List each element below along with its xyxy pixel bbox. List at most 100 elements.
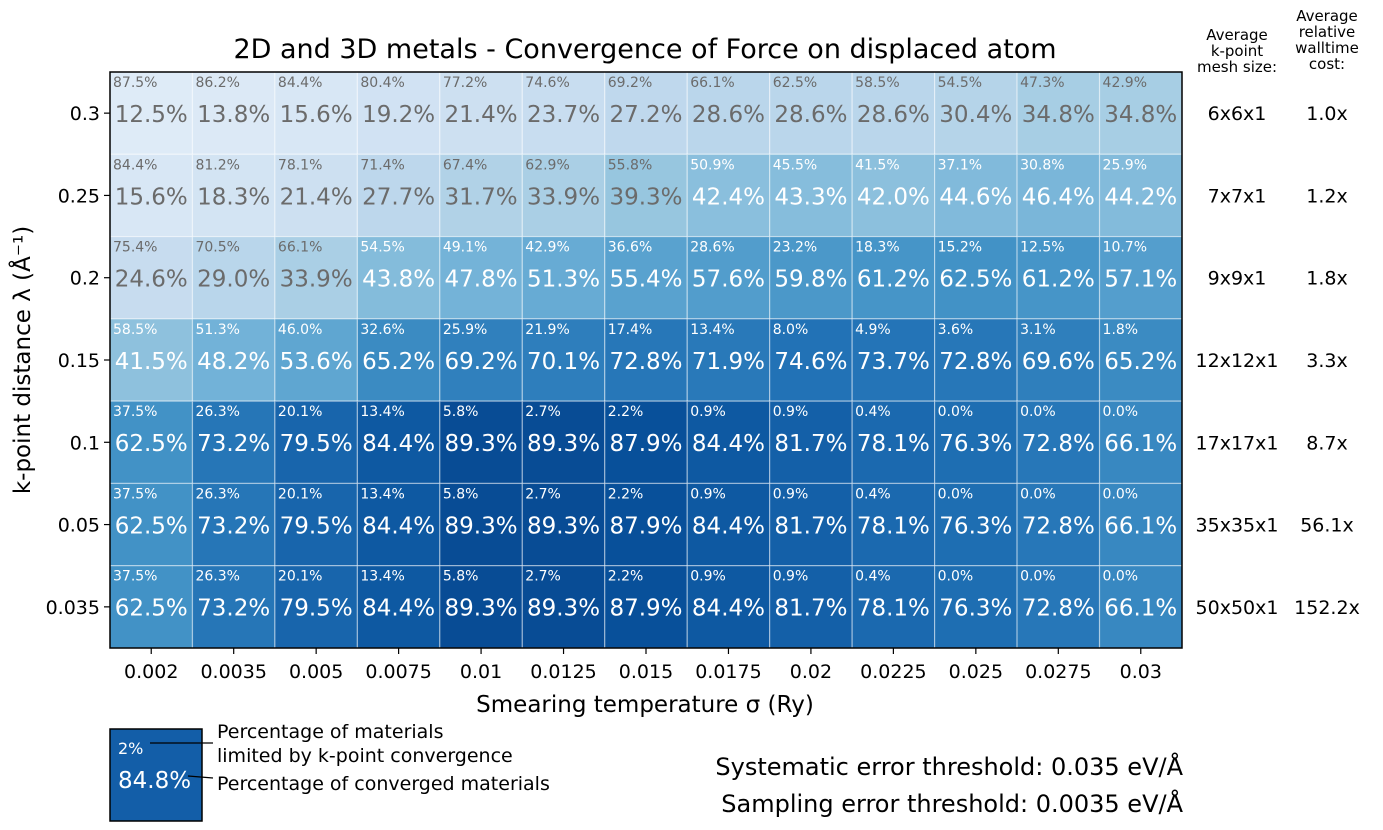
heatmap-cell xyxy=(274,565,358,649)
cell-kpoint-limited-label: 58.5% xyxy=(113,322,157,338)
cell-converged-label: 72.8% xyxy=(1022,431,1095,457)
heatmap-cell xyxy=(934,318,1018,402)
cell-kpoint-limited-label: 0.0% xyxy=(938,404,974,420)
mesh-size-label: 7x7x1 xyxy=(1208,185,1267,207)
heatmap-cell xyxy=(851,235,936,320)
heatmap-cell xyxy=(851,482,936,567)
heatmap-cell xyxy=(934,482,1018,567)
heatmap-cell xyxy=(521,71,606,155)
cell-converged-label: 62.5% xyxy=(115,513,188,539)
cell-converged-label: 74.6% xyxy=(774,349,847,375)
heatmap-cell xyxy=(851,71,936,155)
cell-converged-label: 57.1% xyxy=(1104,267,1177,293)
heatmap-cell xyxy=(769,565,853,649)
cell-converged-label: 76.3% xyxy=(939,596,1012,622)
cell-converged-label: 21.4% xyxy=(280,184,353,210)
cell-converged-label: 24.6% xyxy=(115,267,188,293)
cell-kpoint-limited-label: 0.0% xyxy=(1103,569,1139,585)
cell-kpoint-limited-label: 69.2% xyxy=(608,75,652,91)
cost-header-line: walltime xyxy=(1295,39,1359,57)
walltime-cost-label: 1.0x xyxy=(1306,103,1347,125)
cell-kpoint-limited-label: 13.4% xyxy=(360,569,404,585)
cell-kpoint-limited-label: 5.8% xyxy=(443,569,479,585)
cell-converged-label: 87.9% xyxy=(609,513,682,539)
cell-kpoint-limited-label: 51.3% xyxy=(195,322,239,338)
side-annotations: 6x6x1 1.0x 7x7x1 1.2x 9x9x1 1.8x 12x12x1 3.3x 17… xyxy=(1196,103,1360,619)
x-axis-ticks: 0.002 0.0035 0.005 0.0075 0.01 0.0125 0.015 0.0… xyxy=(124,648,1162,683)
cell-converged-label: 43.3% xyxy=(774,184,847,210)
sampling-threshold: Sampling error threshold: 0.0035 eV/Å xyxy=(721,789,1183,818)
legend-sub-value: 2% xyxy=(118,739,143,758)
walltime-cost-label: 8.7x xyxy=(1306,432,1347,454)
cell-kpoint-limited-label: 1.8% xyxy=(1103,322,1139,338)
cell-converged-label: 28.6% xyxy=(857,102,930,128)
heatmap-cell xyxy=(1016,482,1101,567)
cell-kpoint-limited-label: 8.0% xyxy=(773,322,809,338)
walltime-cost-label: 1.2x xyxy=(1306,185,1347,207)
cell-converged-label: 28.6% xyxy=(692,102,765,128)
cell-converged-label: 69.2% xyxy=(445,349,518,375)
cell-converged-label: 61.2% xyxy=(857,267,930,293)
cell-converged-label: 84.4% xyxy=(692,596,765,622)
cell-kpoint-limited-label: 74.6% xyxy=(525,75,569,91)
x-tick-label: 0.03 xyxy=(1120,661,1162,683)
cell-kpoint-limited-label: 84.4% xyxy=(278,75,322,91)
mesh-size-label: 50x50x1 xyxy=(1196,597,1279,619)
cell-kpoint-limited-label: 77.2% xyxy=(443,75,487,91)
cell-converged-label: 66.1% xyxy=(1104,431,1177,457)
cell-kpoint-limited-label: 2.7% xyxy=(525,486,561,502)
cell-converged-label: 41.5% xyxy=(115,349,188,375)
heatmap-cell xyxy=(851,153,936,238)
cell-converged-label: 81.7% xyxy=(774,596,847,622)
y-tick-label: 0.25 xyxy=(58,185,100,207)
cell-converged-label: 61.2% xyxy=(1022,267,1095,293)
heatmap-cell xyxy=(356,318,441,402)
cell-converged-label: 48.2% xyxy=(197,349,270,375)
cell-kpoint-limited-label: 0.0% xyxy=(938,569,974,585)
cell-converged-label: 33.9% xyxy=(527,184,600,210)
heatmap-cell xyxy=(769,400,853,485)
cell-kpoint-limited-label: 41.5% xyxy=(855,157,899,173)
y-tick-label: 0.15 xyxy=(58,350,100,372)
cell-converged-label: 66.1% xyxy=(1104,596,1177,622)
cell-kpoint-limited-label: 0.9% xyxy=(690,404,726,420)
cell-converged-label: 69.6% xyxy=(1022,349,1095,375)
cell-converged-label: 21.4% xyxy=(445,102,518,128)
cell-converged-label: 62.5% xyxy=(115,431,188,457)
cell-kpoint-limited-label: 55.8% xyxy=(608,157,652,173)
cell-kpoint-limited-label: 86.2% xyxy=(195,75,239,91)
cell-converged-label: 44.6% xyxy=(939,184,1012,210)
cell-converged-label: 84.4% xyxy=(362,596,435,622)
cell-converged-label: 84.4% xyxy=(362,431,435,457)
cell-kpoint-limited-label: 67.4% xyxy=(443,157,487,173)
cell-converged-label: 34.8% xyxy=(1022,102,1095,128)
heatmap-cell xyxy=(191,235,276,320)
mesh-size-label: 6x6x1 xyxy=(1208,103,1267,125)
heatmap-cell xyxy=(191,71,276,155)
x-axis-label: Smearing temperature σ (Ry) xyxy=(476,692,814,718)
chart-title: 2D and 3D metals - Convergence of Force … xyxy=(233,34,1056,65)
cell-kpoint-limited-label: 2.2% xyxy=(608,569,644,585)
heatmap-cell xyxy=(604,400,688,485)
mesh-header-line: k-point xyxy=(1211,42,1263,60)
cell-kpoint-limited-label: 21.9% xyxy=(525,322,569,338)
heatmap-cell xyxy=(109,565,194,649)
cell-kpoint-limited-label: 78.1% xyxy=(278,157,322,173)
mesh-header-line: Average xyxy=(1206,26,1268,44)
x-tick-label: 0.0275 xyxy=(1025,661,1091,683)
cell-converged-label: 79.5% xyxy=(280,513,353,539)
cell-converged-label: 89.3% xyxy=(527,513,600,539)
cell-kpoint-limited-label: 45.5% xyxy=(773,157,817,173)
cell-kpoint-limited-label: 47.3% xyxy=(1020,75,1064,91)
cost-header-line: Average xyxy=(1296,7,1358,25)
cell-kpoint-limited-label: 20.1% xyxy=(278,486,322,502)
cell-kpoint-limited-label: 0.9% xyxy=(690,569,726,585)
heatmap-cell xyxy=(1098,565,1183,649)
legend-pointer-converged xyxy=(187,775,214,779)
cell-kpoint-limited-label: 37.5% xyxy=(113,569,157,585)
heatmap-cell xyxy=(1016,400,1101,485)
cell-converged-label: 89.3% xyxy=(527,431,600,457)
heatmap-cell xyxy=(1098,235,1183,320)
cell-kpoint-limited-label: 4.9% xyxy=(855,322,891,338)
